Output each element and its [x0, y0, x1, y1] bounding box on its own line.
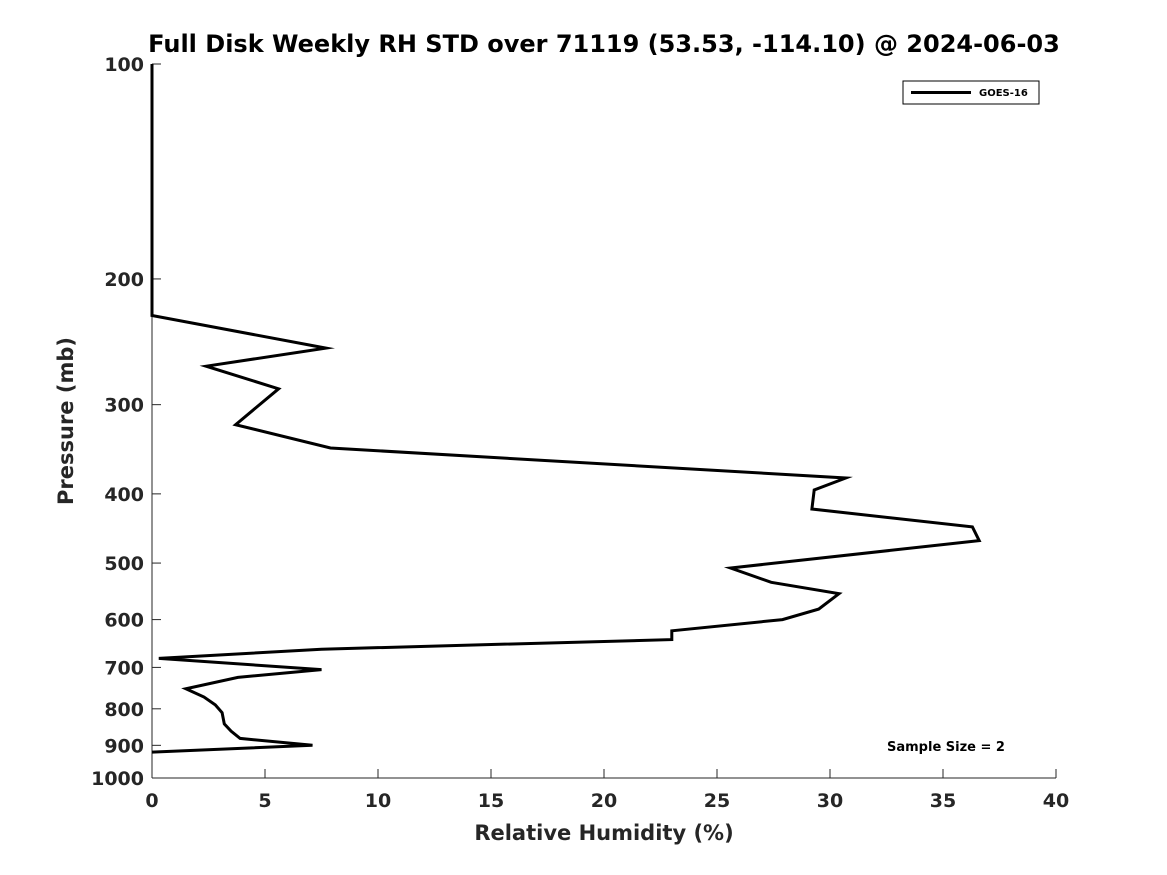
y-tick-label: 200	[104, 269, 144, 291]
x-tick-label: 0	[145, 790, 158, 812]
x-tick-label: 20	[591, 790, 617, 812]
sample-size-annotation: Sample Size = 2	[887, 740, 1005, 755]
y-tick-label: 500	[104, 553, 144, 575]
y-tick-label: 700	[104, 657, 144, 679]
x-tick-label: 30	[817, 790, 843, 812]
y-tick-label: 1000	[91, 768, 144, 790]
legend: GOES-16	[902, 80, 1040, 105]
x-tick-label: 35	[930, 790, 956, 812]
y-tick-label: 300	[104, 395, 144, 417]
y-tick-label: 100	[104, 54, 144, 76]
y-axis-label: Pressure (mb)	[54, 337, 78, 505]
legend-label-goes-16: GOES-16	[979, 88, 1028, 99]
series-line-goes-16	[150, 64, 982, 754]
x-tick-label: 40	[1043, 790, 1069, 812]
y-tick-label: 900	[104, 735, 144, 757]
plot-area: 0 5 10 15 20 25 30 35 40 100 200 300 400 500 600 700 800…	[91, 54, 1069, 812]
y-tick-label: 400	[104, 484, 144, 506]
y-tick-label: 800	[104, 699, 144, 721]
x-tick-label: 10	[365, 790, 391, 812]
x-tick-label: 15	[478, 790, 504, 812]
x-tick-label: 5	[258, 790, 271, 812]
chart-title: Full Disk Weekly RH STD over 71119 (53.5…	[148, 30, 1060, 58]
y-tick-label: 600	[104, 610, 144, 632]
x-axis-label: Relative Humidity (%)	[474, 821, 733, 845]
x-tick-label: 25	[704, 790, 730, 812]
